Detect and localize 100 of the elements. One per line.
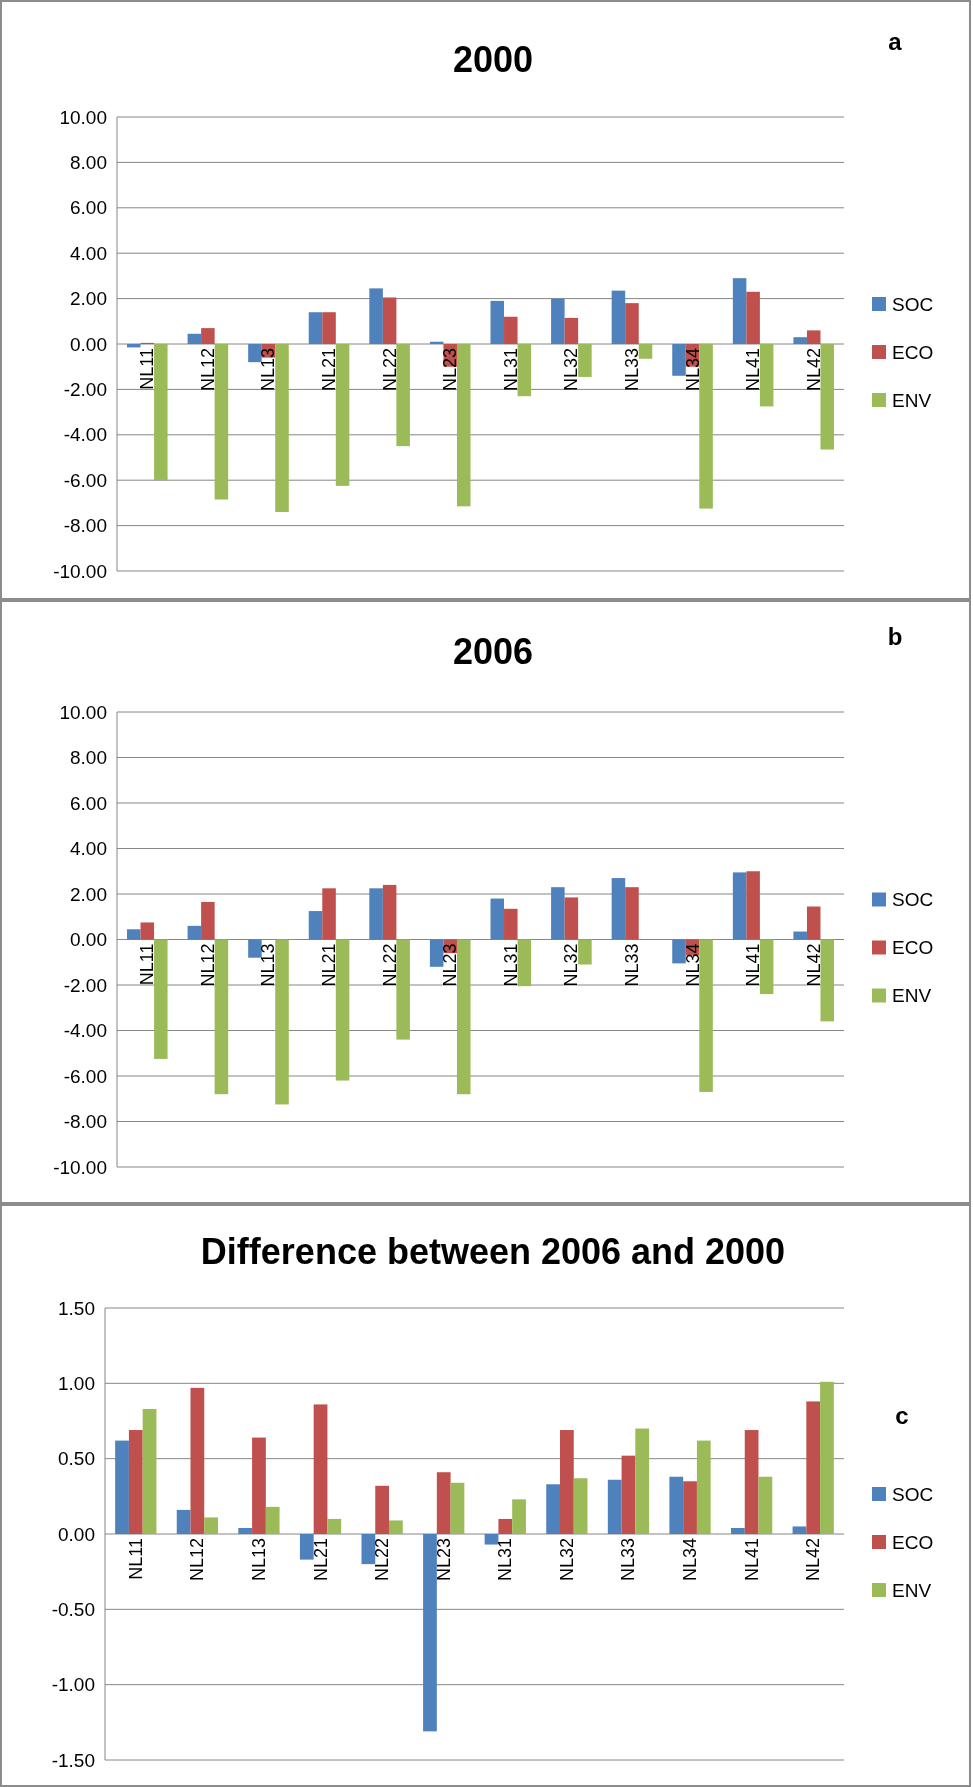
bar xyxy=(744,1430,759,1534)
bar xyxy=(204,1517,219,1534)
bar xyxy=(214,344,229,500)
legend-label: ENV xyxy=(892,1579,932,1601)
y-tick-label: 0.00 xyxy=(70,929,107,951)
bar xyxy=(265,1506,280,1534)
bar xyxy=(252,1437,266,1534)
legend-label: ECO xyxy=(892,341,934,363)
x-tick-label: NL34 xyxy=(682,348,703,392)
x-tick-label: NL32 xyxy=(556,1538,577,1582)
bar xyxy=(683,1481,697,1534)
y-tick-label: 1.00 xyxy=(58,1372,95,1394)
y-tick-label: 1.50 xyxy=(58,1297,95,1319)
y-tick-label: -4.00 xyxy=(63,424,107,446)
bar xyxy=(546,1484,560,1534)
bar xyxy=(498,1518,513,1534)
bar xyxy=(573,1478,588,1534)
x-tick-label: NL11 xyxy=(137,943,158,986)
bar xyxy=(564,897,579,940)
x-tick-label: NL23 xyxy=(440,943,461,987)
y-tick-label: 4.00 xyxy=(70,838,107,860)
bar xyxy=(625,303,639,344)
x-tick-label: NL42 xyxy=(803,943,824,987)
x-tick-label: NL13 xyxy=(258,943,279,987)
x-tick-label: NL22 xyxy=(379,943,400,987)
bar xyxy=(732,872,747,940)
bar xyxy=(490,300,505,344)
bar xyxy=(127,344,141,348)
y-tick-label: 10.00 xyxy=(59,701,107,723)
bar xyxy=(335,344,350,486)
bar xyxy=(214,939,229,1095)
y-tick-label: 0.00 xyxy=(70,333,107,355)
legend-label: ECO xyxy=(892,1531,934,1553)
bar xyxy=(731,1527,745,1534)
bar xyxy=(560,1430,574,1534)
bar xyxy=(456,344,471,507)
bar xyxy=(396,939,410,1040)
x-tick-label: NL21 xyxy=(319,943,340,987)
x-tick-label: NL13 xyxy=(258,348,279,392)
bar xyxy=(484,1534,499,1545)
bar xyxy=(308,312,323,344)
bar xyxy=(517,344,532,397)
y-tick-label: -8.00 xyxy=(63,515,107,537)
bar xyxy=(607,1479,622,1534)
bar xyxy=(638,344,653,359)
bar xyxy=(313,1404,328,1534)
bar xyxy=(275,939,289,1105)
bar xyxy=(746,871,760,940)
x-tick-label: NL13 xyxy=(248,1538,269,1582)
y-tick-label: 0.00 xyxy=(58,1523,95,1545)
bar xyxy=(176,1509,191,1534)
bar xyxy=(322,312,336,344)
bar xyxy=(611,878,626,940)
bar xyxy=(758,1476,773,1534)
bar xyxy=(201,328,215,344)
bar xyxy=(746,291,760,344)
bar xyxy=(490,898,505,940)
bar xyxy=(793,931,807,940)
y-tick-label: 0.50 xyxy=(58,1448,95,1470)
bar xyxy=(820,344,834,450)
x-tick-label: NL21 xyxy=(319,348,340,392)
bar xyxy=(238,1527,253,1534)
chart-title: Difference between 2006 and 2000 xyxy=(200,1231,786,1272)
bar xyxy=(456,939,471,1095)
x-tick-label: NL23 xyxy=(440,348,461,392)
bar xyxy=(732,278,747,344)
x-tick-label: NL41 xyxy=(741,1538,762,1582)
bar xyxy=(792,1526,807,1534)
x-tick-label: NL32 xyxy=(561,943,582,987)
bar xyxy=(389,1520,403,1534)
bar xyxy=(322,888,336,940)
bar xyxy=(128,1430,143,1534)
bar xyxy=(429,939,444,967)
bar xyxy=(759,344,774,407)
y-tick-label: -4.00 xyxy=(63,1020,107,1042)
legend-label: SOC xyxy=(892,293,934,315)
bar xyxy=(369,288,383,344)
x-tick-label: NL31 xyxy=(495,1538,516,1582)
bar xyxy=(669,1476,684,1534)
bar xyxy=(551,887,565,940)
bar xyxy=(382,297,397,344)
legend-label: SOC xyxy=(892,1483,934,1505)
bar xyxy=(201,901,215,940)
y-tick-label: -10.00 xyxy=(53,1156,107,1178)
bar xyxy=(625,887,639,940)
bar xyxy=(187,333,202,344)
bar xyxy=(375,1485,389,1534)
x-tick-label: NL22 xyxy=(372,1538,393,1582)
bar xyxy=(248,344,262,363)
bar xyxy=(142,1408,157,1534)
bar xyxy=(793,337,807,344)
legend-label: ECO xyxy=(892,937,934,959)
bar xyxy=(611,290,626,344)
bar xyxy=(140,922,155,940)
bar xyxy=(635,1428,650,1534)
bar xyxy=(512,1499,526,1534)
x-tick-label: NL31 xyxy=(500,943,521,987)
legend-label: ENV xyxy=(892,985,932,1007)
bar xyxy=(504,316,518,344)
bar xyxy=(672,344,686,376)
